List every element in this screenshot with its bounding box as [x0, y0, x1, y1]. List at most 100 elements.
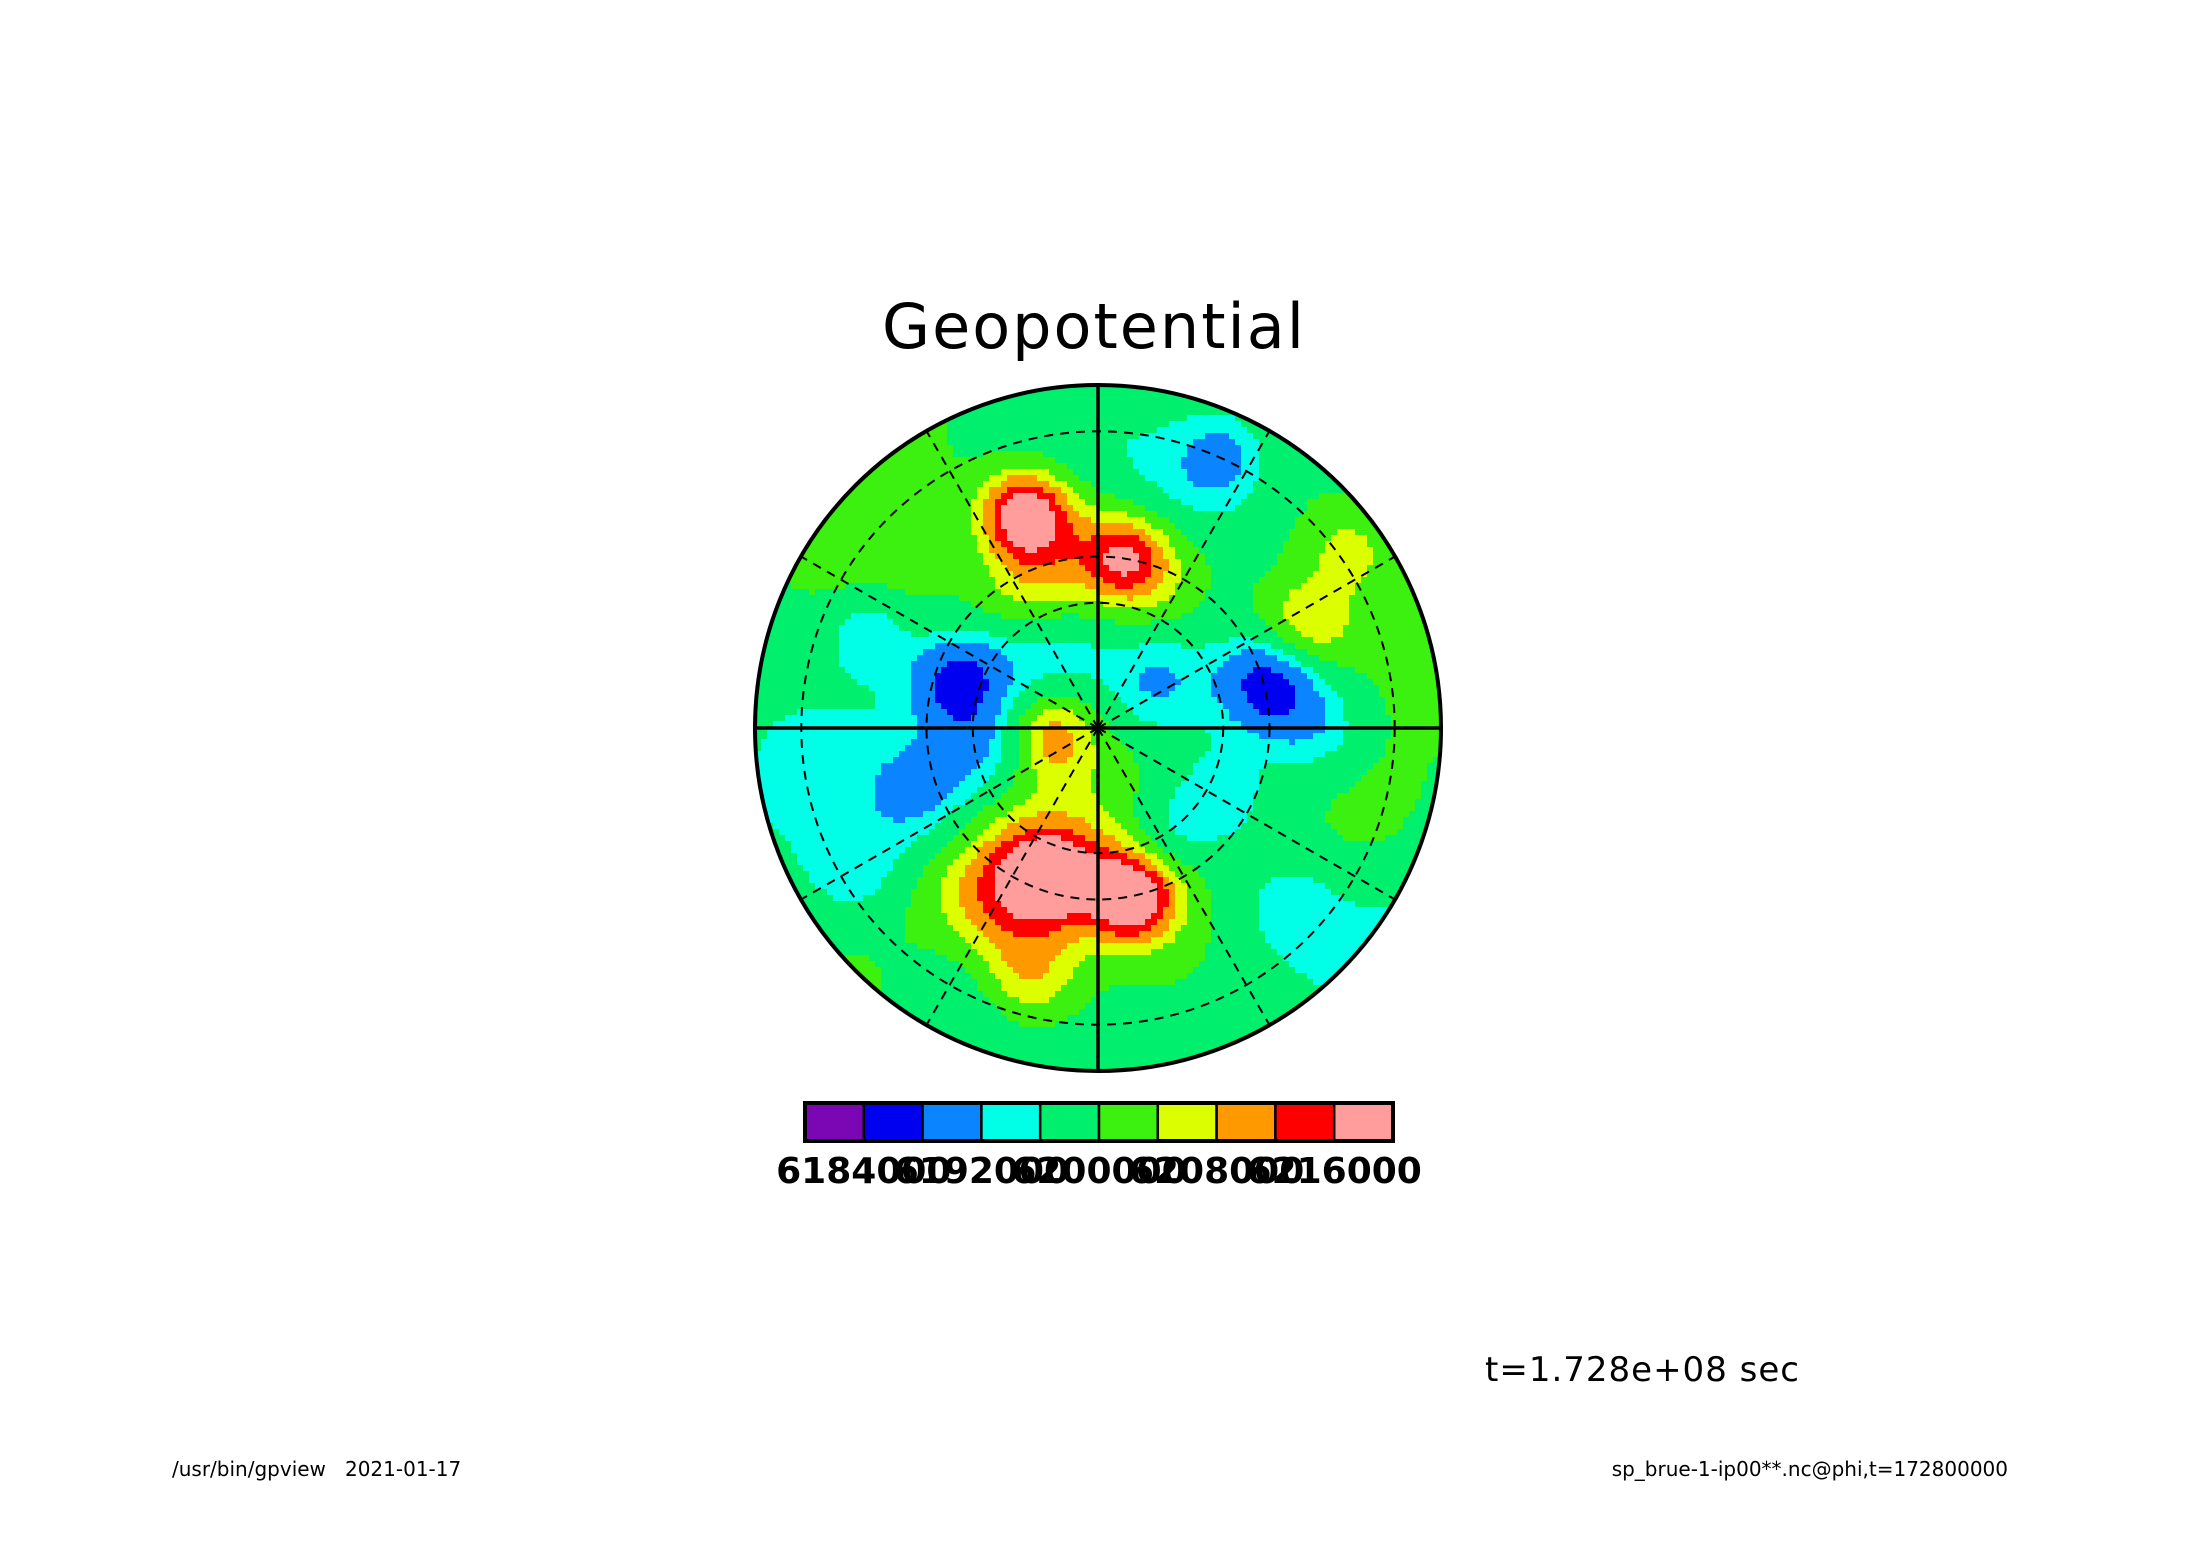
field-cell: [815, 661, 822, 668]
field-cell: [857, 673, 864, 680]
field-cell: [1229, 559, 1236, 566]
field-cell: [1265, 565, 1272, 572]
field-cell: [1193, 631, 1200, 638]
field-cell: [1145, 439, 1152, 446]
field-cell: [1079, 619, 1086, 626]
field-cell: [1283, 481, 1290, 488]
field-cell: [1319, 643, 1326, 650]
field-cell: [1397, 691, 1404, 698]
field-cell: [1295, 655, 1302, 662]
field-cell: [1091, 643, 1098, 650]
field-cell: [953, 541, 960, 548]
field-cell: [1301, 481, 1308, 488]
field-cell: [1055, 595, 1062, 602]
field-cell: [893, 517, 900, 524]
field-cell: [1133, 589, 1140, 596]
field-cell: [1181, 397, 1188, 404]
field-cell: [1097, 583, 1104, 590]
field-cell: [1187, 523, 1194, 530]
field-cell: [1067, 487, 1074, 494]
field-cell: [1193, 619, 1200, 626]
field-cell: [923, 559, 930, 566]
field-cell: [1037, 595, 1044, 602]
field-cell: [1127, 475, 1134, 482]
field-cell: [905, 547, 912, 554]
field-cell: [1421, 685, 1428, 692]
field-cell: [965, 559, 972, 566]
field-cell: [1295, 451, 1302, 458]
field-cell: [953, 709, 960, 716]
field-cell: [1157, 415, 1164, 422]
field-cell: [1283, 601, 1290, 608]
field-cell: [1205, 673, 1212, 680]
field-cell: [1253, 427, 1260, 434]
field-cell: [1283, 451, 1290, 458]
field-cell: [971, 583, 978, 590]
field-cell: [1283, 697, 1290, 704]
field-cell: [1109, 643, 1116, 650]
field-cell: [1187, 607, 1194, 614]
field-cell: [1079, 391, 1086, 398]
field-cell: [1307, 679, 1314, 686]
field-cell: [1337, 637, 1344, 644]
field-cell: [1331, 559, 1338, 566]
field-cell: [1121, 673, 1128, 680]
field-cell: [953, 445, 960, 452]
field-cell: [1307, 691, 1314, 698]
field-cell: [1067, 403, 1074, 410]
field-cell: [911, 505, 918, 512]
field-cell: [1277, 499, 1284, 506]
field-cell: [911, 589, 918, 596]
field-cell: [1307, 529, 1314, 536]
field-cell: [1067, 685, 1074, 692]
field-cell: [1211, 589, 1218, 596]
field-cell: [1007, 577, 1014, 584]
field-cell: [1043, 475, 1050, 482]
field-cell: [1205, 469, 1212, 476]
field-cell: [839, 649, 846, 656]
field-cell: [953, 415, 960, 422]
field-cell: [1235, 511, 1242, 518]
field-cell: [1193, 673, 1200, 680]
field-cell: [1301, 499, 1308, 506]
field-cell: [1013, 697, 1020, 704]
field-cell: [1139, 505, 1146, 512]
field-cell: [1079, 499, 1086, 506]
field-cell: [1289, 505, 1296, 512]
field-cell: [1175, 463, 1182, 470]
field-cell: [977, 703, 984, 710]
field-cell: [1283, 625, 1290, 632]
field-cell: [905, 709, 912, 716]
field-cell: [1307, 673, 1314, 680]
field-cell: [1361, 649, 1368, 656]
field-cell: [875, 649, 882, 656]
field-cell: [1211, 535, 1218, 542]
field-cell: [1343, 685, 1350, 692]
field-cell: [1019, 535, 1026, 542]
field-cell: [1049, 613, 1056, 620]
field-cell: [1283, 475, 1290, 482]
field-cell: [1295, 523, 1302, 530]
field-cell: [977, 481, 984, 488]
field-cell: [899, 607, 906, 614]
field-cell: [1115, 703, 1122, 710]
field-cell: [1031, 487, 1038, 494]
field-cell: [1013, 637, 1020, 644]
field-cell: [1253, 613, 1260, 620]
field-cell: [815, 637, 822, 644]
field-cell: [923, 433, 930, 440]
field-cell: [1325, 553, 1332, 560]
field-cell: [1277, 565, 1284, 572]
field-cell: [845, 577, 852, 584]
field-cell: [1265, 559, 1272, 566]
field-cell: [1031, 439, 1038, 446]
field-cell: [983, 643, 990, 650]
field-cell: [887, 475, 894, 482]
field-cell: [1133, 649, 1140, 656]
field-cell: [1241, 445, 1248, 452]
field-cell: [833, 529, 840, 536]
field-cell: [863, 493, 870, 500]
field-cell: [1145, 661, 1152, 668]
field-cell: [1109, 505, 1116, 512]
field-cell: [1307, 619, 1314, 626]
